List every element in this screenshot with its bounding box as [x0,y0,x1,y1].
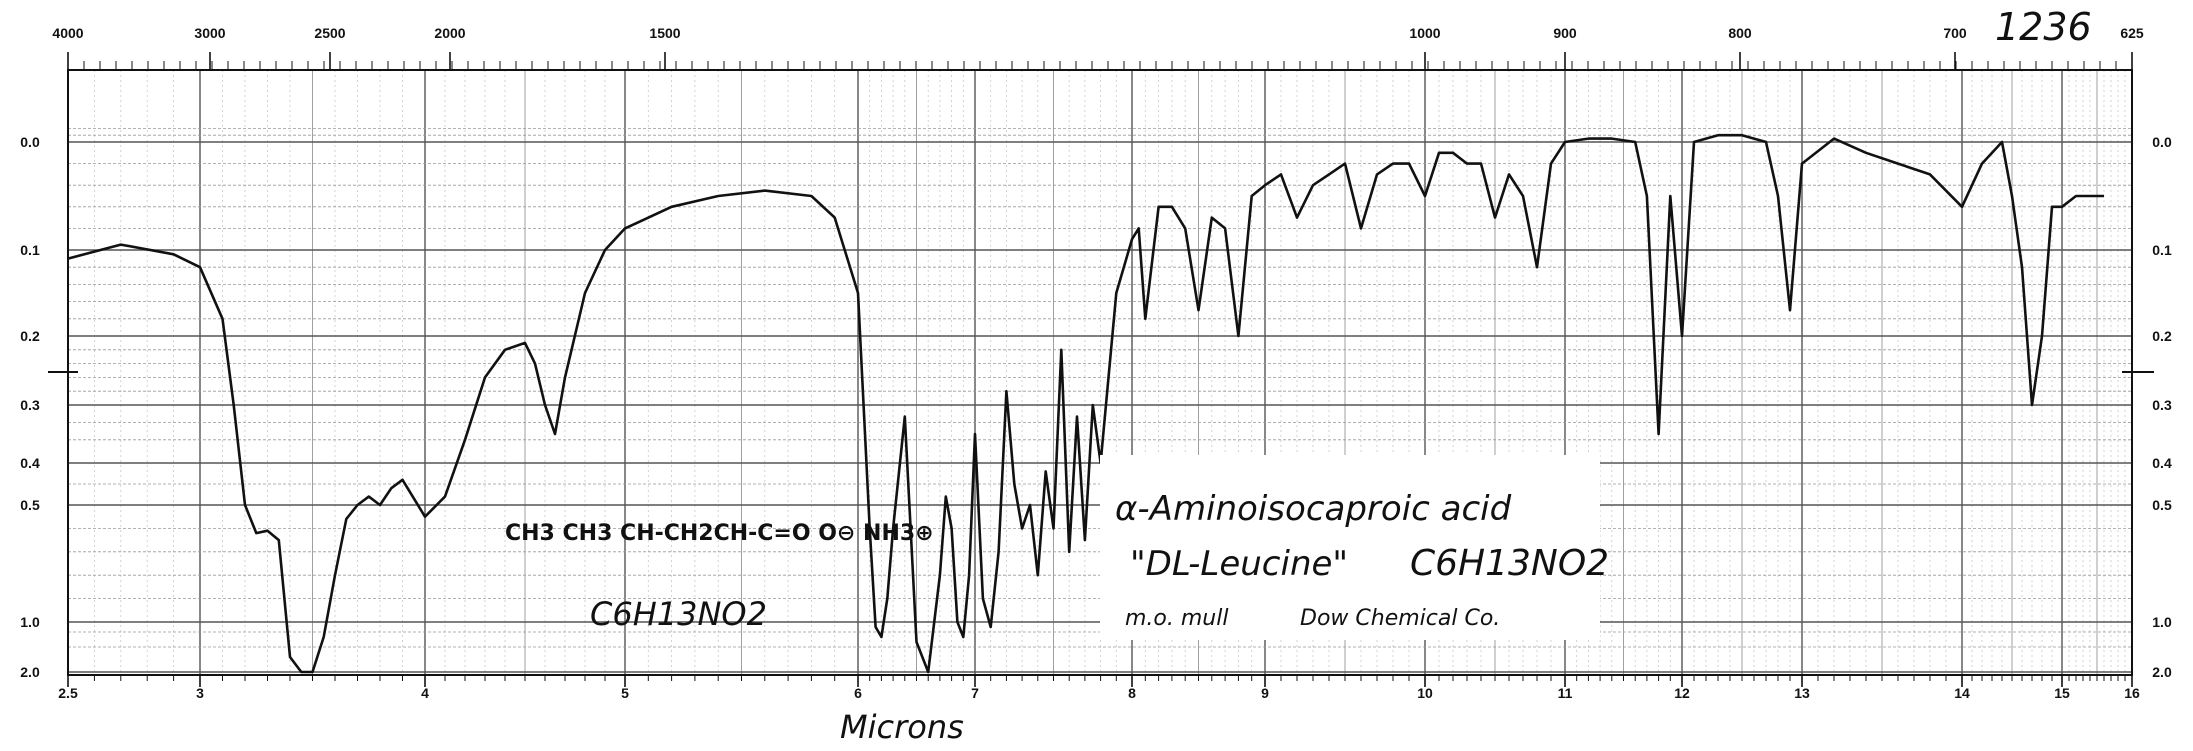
y-tick-label-left: 1.0 [20,614,40,630]
bottom-tick-label: 8 [1128,685,1136,701]
sample-prep: m.o. mull [1125,606,1228,631]
structure-formula: C6H13NO2 [590,595,767,633]
y-tick-label-right: 1.0 [2152,614,2172,630]
top-tick-label: 800 [1728,25,1752,41]
bottom-tick-label: 3 [196,685,204,701]
y-tick-label-right: 0.4 [2152,455,2172,471]
top-tick-label: 900 [1553,25,1577,41]
bottom-tick-label: 7 [971,685,979,701]
source-label: Dow Chemical Co. [1300,606,1500,631]
structure-label: CH3 CH3 CH-CH2CH-C=O O⊖ NH3⊕ [505,521,934,546]
bottom-tick-label: 14 [1954,685,1970,701]
top-tick-label: 3000 [194,25,225,41]
top-tick-label: 1000 [1409,25,1440,41]
y-tick-label-left: 0.4 [20,455,40,471]
y-tick-label-left: 0.2 [20,328,40,344]
y-tick-label-right: 0.3 [2152,397,2172,413]
chart-ticks [67,52,2133,687]
y-tick-label-right: 0.0 [2152,134,2172,150]
chart-tick-labels: 4000 3000 2500 2000 1500 1000 900 800 700 625 2.5 3… [20,25,2172,701]
common-name: "DL-Leucine" [1130,544,1348,584]
top-tick-label: 2500 [314,25,345,41]
spectrum-trace [67,133,2104,674]
annotation-box [1100,455,1600,640]
y-tick-label-right: 0.2 [2152,328,2172,344]
top-tick-label: 4000 [52,25,83,41]
bottom-tick-label: 6 [854,685,862,701]
top-tick-label: 700 [1943,25,1967,41]
top-tick-label: 1500 [649,25,680,41]
bottom-tick-label: 16 [2124,685,2140,701]
y-tick-label-right: 0.5 [2152,497,2172,513]
bottom-tick-label: 11 [1558,685,1573,701]
molecular-formula: C6H13NO2 [1410,543,1609,584]
y-tick-label-right: 2.0 [2152,664,2172,680]
bottom-tick-label: 2.5 [58,685,78,701]
bottom-tick-label: 15 [2054,685,2070,701]
bottom-tick-label: 10 [1417,685,1433,701]
y-tick-label-left: 0.5 [20,497,40,513]
y-tick-label-right: 0.1 [2152,242,2172,258]
bottom-tick-label: 4 [421,685,429,701]
y-tick-label-left: 0.0 [20,134,40,150]
bottom-tick-label: 5 [621,685,629,701]
bottom-tick-label: 12 [1674,685,1690,701]
y-tick-label-left: 0.3 [20,397,40,413]
compound-name: α-Aminoisocaproic acid [1115,489,1512,529]
spectrum-number: 1236 [1995,5,2092,49]
top-tick-label: 2000 [434,25,465,41]
chart-frame [48,69,2154,676]
y-tick-label-left: 2.0 [20,664,40,680]
top-tick-label: 625 [2120,25,2144,41]
y-tick-label-left: 0.1 [20,242,40,258]
x-axis-label: Microns [840,708,964,746]
bottom-tick-label: 9 [1261,685,1269,701]
bottom-tick-label: 13 [1794,685,1810,701]
